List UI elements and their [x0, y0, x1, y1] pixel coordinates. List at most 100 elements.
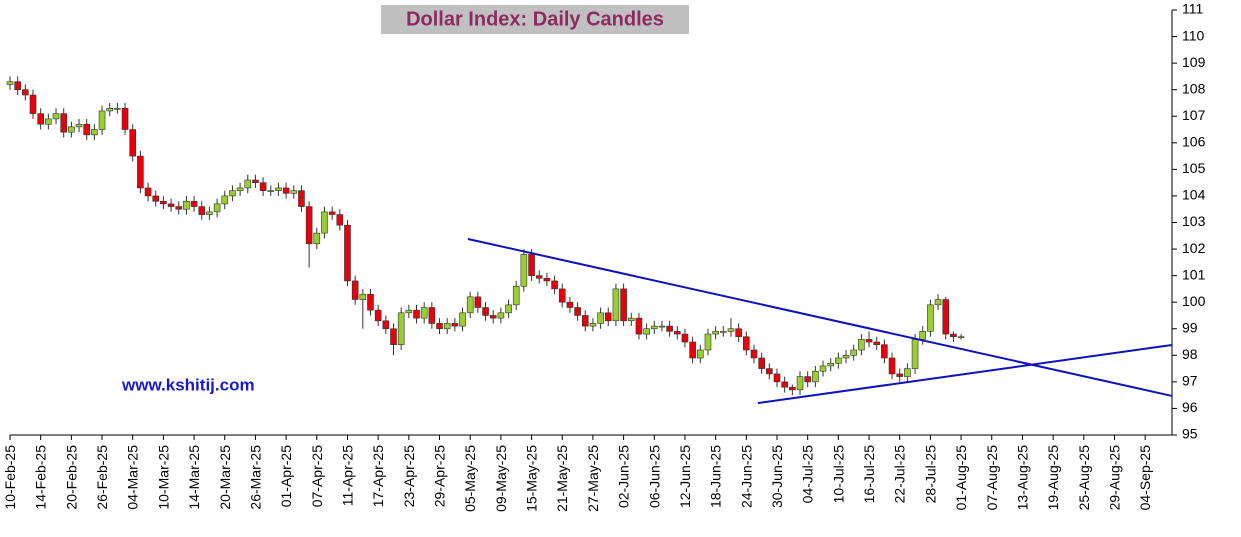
candle-body: [551, 280, 558, 290]
candle-body: [673, 331, 681, 335]
candle-body: [275, 187, 282, 191]
x-tick-label: 16-Jul-25: [861, 445, 877, 504]
candle-body: [397, 312, 405, 345]
y-tick-label: 102: [1182, 240, 1206, 256]
candle-body: [167, 203, 175, 207]
candle-body: [45, 118, 52, 125]
x-tick-label: 13-Aug-25: [1014, 445, 1030, 511]
candle-body: [911, 339, 919, 369]
candle-body: [535, 275, 543, 279]
candle-body: [282, 187, 290, 194]
candle-body: [520, 254, 528, 287]
candle-body: [904, 368, 911, 377]
candle-body: [267, 190, 275, 192]
x-tick-label: 05-May-25: [462, 445, 478, 512]
candle-body: [743, 336, 750, 351]
candle-body: [152, 195, 160, 202]
y-tick-label: 96: [1182, 399, 1198, 415]
x-tick-label: 30-Jun-25: [769, 445, 785, 508]
trend-line: [467, 237, 1173, 397]
candle-body: [451, 323, 459, 327]
x-tick-label: 17-Apr-25: [370, 445, 386, 507]
candle-body: [812, 370, 819, 383]
candle-body: [942, 299, 950, 335]
candle-body: [413, 309, 420, 319]
x-tick-label: 04-Jul-25: [800, 445, 816, 504]
x-tick-label: 02-Jun-25: [616, 445, 632, 508]
y-tick-label: 110: [1182, 27, 1205, 43]
candle-body: [597, 312, 604, 324]
y-tick-label: 105: [1182, 160, 1206, 176]
x-tick-label: 10-Mar-25: [155, 445, 171, 510]
x-tick-label: 07-Apr-25: [309, 445, 325, 507]
candle-body: [566, 301, 574, 308]
candle-body: [505, 304, 512, 314]
y-tick-label: 106: [1182, 134, 1206, 150]
x-tick-label: 18-Jun-25: [708, 445, 724, 508]
candle-body: [206, 211, 213, 215]
candle-body: [873, 341, 881, 345]
candle-body: [512, 285, 520, 306]
x-tick-label: 29-Apr-25: [432, 445, 448, 507]
candle-body: [436, 323, 443, 330]
candle-body: [37, 113, 44, 125]
candle-body: [428, 307, 436, 324]
candle-body: [114, 107, 121, 110]
candle-body: [443, 323, 451, 330]
x-tick-label: 06-Jun-25: [646, 445, 662, 508]
candle-body: [666, 325, 673, 332]
candle-body: [842, 355, 850, 359]
candle-body: [183, 200, 190, 210]
candle-body: [213, 203, 221, 213]
candle-body: [14, 81, 21, 90]
y-tick-label: 103: [1182, 213, 1206, 229]
candle-body: [129, 129, 137, 157]
candle-body: [466, 296, 474, 314]
candle-body: [121, 107, 129, 130]
candle-body: [190, 200, 198, 207]
candle-body: [727, 328, 735, 332]
y-tick-label: 109: [1182, 54, 1206, 70]
y-tick-label: 99: [1182, 319, 1198, 335]
candle-body: [758, 357, 765, 369]
candle-body: [390, 328, 397, 345]
x-tick-label: 29-Aug-25: [1106, 445, 1122, 511]
candle-body: [766, 368, 773, 375]
candle-body: [919, 331, 927, 340]
x-tick-label: 12-Jun-25: [677, 445, 693, 508]
x-tick-label: 20-Feb-25: [63, 445, 79, 510]
y-tick-label: 100: [1182, 293, 1206, 309]
candle-body: [351, 280, 359, 300]
candle-body: [459, 312, 466, 327]
candle-body: [175, 206, 183, 210]
candle-body: [658, 325, 666, 328]
x-tick-label: 10-Jul-25: [830, 445, 846, 504]
candle-body: [83, 123, 90, 136]
candle-body: [720, 331, 727, 333]
candle-body: [252, 179, 259, 183]
x-tick-label: 07-Aug-25: [984, 445, 1000, 511]
x-tick-label: 28-Jul-25: [922, 445, 938, 504]
candle-body: [290, 190, 298, 194]
candle-body: [497, 312, 505, 319]
candle-body: [198, 206, 206, 215]
candle-body: [950, 333, 957, 338]
candle-body: [773, 373, 781, 383]
candle-body: [689, 341, 696, 359]
candle-body: [934, 299, 942, 306]
candle-body: [528, 254, 535, 276]
chart-title: Dollar Index: Daily Candles: [406, 8, 664, 30]
y-tick-label: 101: [1182, 266, 1206, 282]
candle-body: [144, 187, 152, 197]
candle-body: [581, 315, 589, 327]
candle-body: [865, 339, 873, 343]
x-tick-label: 19-Aug-25: [1045, 445, 1061, 511]
x-tick-label: 09-May-25: [493, 445, 509, 512]
candle-body: [858, 339, 865, 351]
candle-body: [29, 94, 37, 114]
x-tick-label: 22-Jul-25: [892, 445, 908, 504]
watermark: www.kshitij.com: [121, 375, 255, 394]
candle-body: [336, 214, 344, 226]
candle-body: [543, 277, 551, 282]
